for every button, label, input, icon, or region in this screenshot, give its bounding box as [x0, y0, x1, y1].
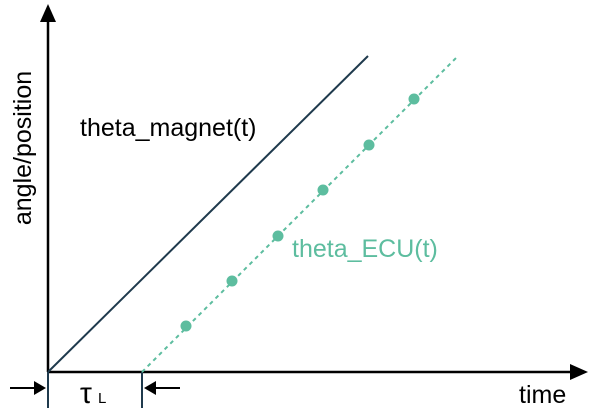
lag-arrow-left-icon: [34, 381, 46, 395]
x-axis-arrow-icon: [570, 364, 588, 380]
ecu-sample-point: [363, 139, 375, 151]
y-axis-arrow-icon: [40, 4, 56, 22]
ecu-sample-point: [317, 184, 329, 196]
ecu-sample-point: [180, 320, 192, 332]
lag-symbol: τ: [80, 377, 92, 408]
ecu-sample-points: [180, 93, 420, 332]
x-axis-label: time: [519, 381, 566, 408]
ecu-sample-point: [226, 275, 238, 287]
ecu-sample-point: [272, 230, 284, 242]
magnet-curve-label: theta_magnet(t): [80, 114, 257, 142]
ecu-sample-point: [408, 93, 420, 105]
magnet-curve: [47, 55, 369, 373]
lag-arrow-right-icon: [144, 381, 156, 395]
y-axis-label: angle/position: [9, 71, 37, 225]
ecu-curve: [141, 55, 459, 373]
ecu-curve-label: theta_ECU(t): [292, 235, 438, 263]
lag-subscript: L: [98, 390, 106, 407]
